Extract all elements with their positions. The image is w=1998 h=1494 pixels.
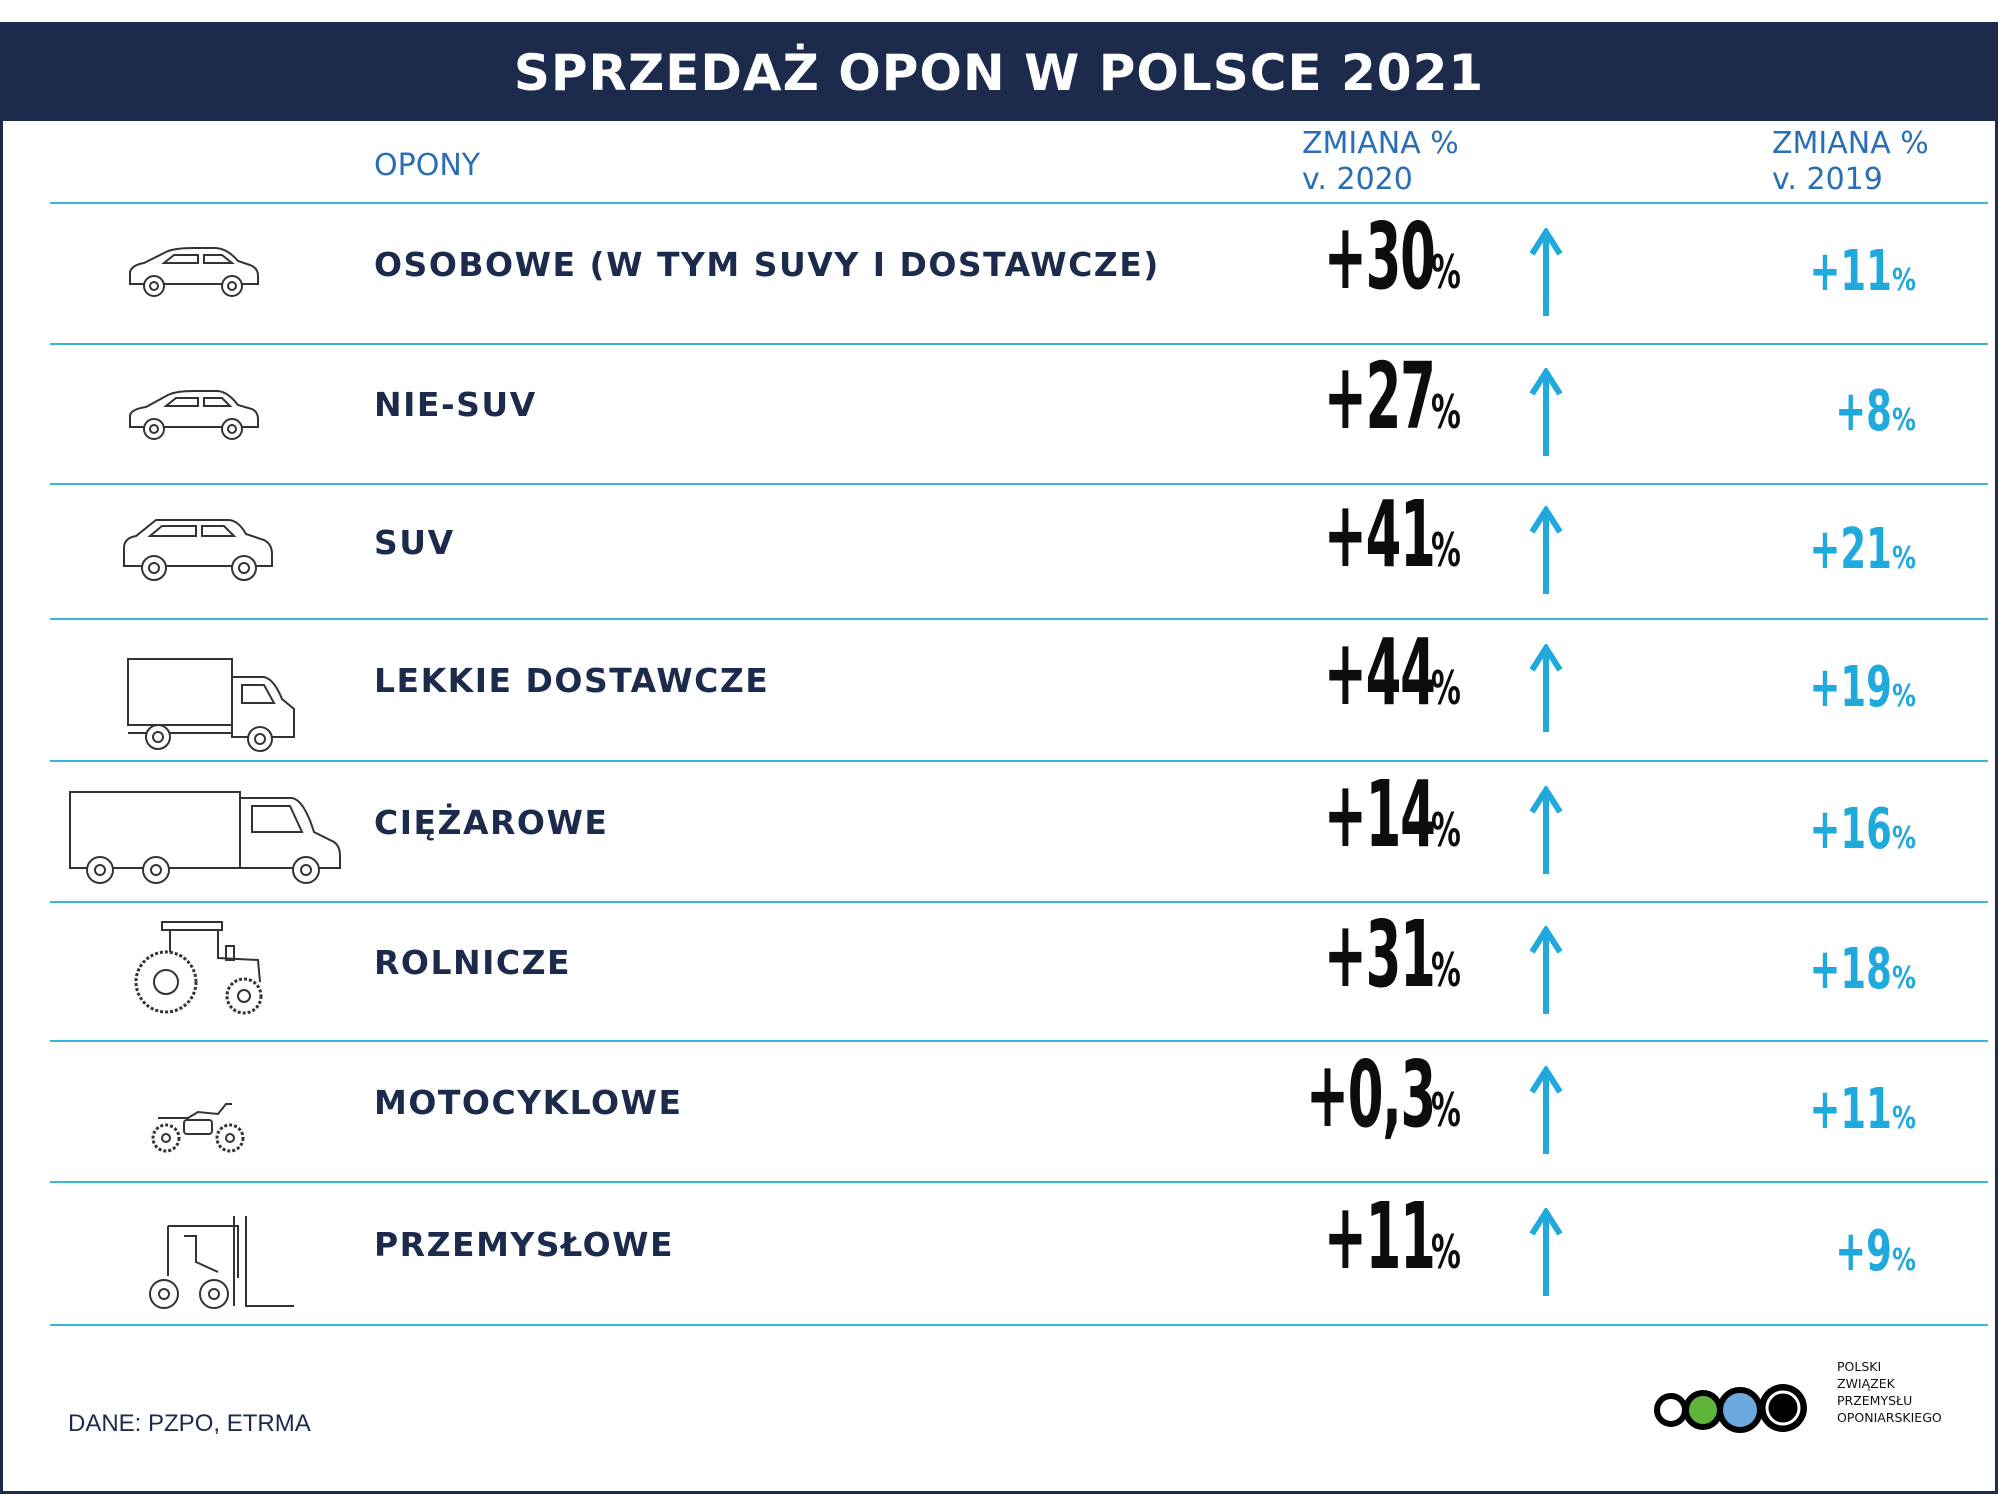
value-vs-2019: +11 % <box>1767 1077 1922 1142</box>
up-arrow-icon <box>1529 785 1563 874</box>
value-vs-2019-percent: % <box>1891 1100 1916 1136</box>
value-vs-2020-number: +27 <box>1323 343 1436 450</box>
divider-line <box>50 1040 1988 1042</box>
value-vs-2020: +11% <box>1256 1183 1472 1290</box>
value-vs-2019-percent: % <box>1891 820 1916 856</box>
value-vs-2020-number: +30 <box>1323 202 1436 310</box>
suv-icon <box>123 519 273 581</box>
page-title: SPRZEDAŻ OPON W POLSCE 2021 <box>3 25 1995 121</box>
divider-line <box>50 1181 1988 1183</box>
column-header-tyres: OPONY <box>374 148 481 183</box>
value-vs-2019: +8 % <box>1806 379 1922 444</box>
value-vs-2020-percent: % <box>1430 385 1461 439</box>
value-vs-2019: +9 % <box>1806 1219 1922 1284</box>
up-arrow-icon <box>1529 505 1563 594</box>
logo-line-2: ZWIĄZEK <box>1837 1376 1895 1391</box>
value-vs-2019-number: +9 <box>1835 1218 1892 1284</box>
pzpo-logo <box>1654 1384 1807 1433</box>
value-vs-2020: +14% <box>1256 761 1472 868</box>
value-vs-2019-percent: % <box>1891 960 1916 996</box>
divider-line <box>50 901 1988 903</box>
car-icon <box>129 247 259 297</box>
value-vs-2020-percent: % <box>1430 1082 1461 1137</box>
divider-line <box>50 1324 1988 1326</box>
hatchback-icon <box>129 390 259 440</box>
value-vs-2020-number: +44 <box>1323 619 1436 726</box>
truck-icon <box>69 791 341 884</box>
up-arrow-icon <box>1529 925 1563 1014</box>
logo-text: POLSKI ZWIĄZEK PRZEMYSŁU OPONIARSKIEGO <box>1837 1358 1942 1426</box>
row-label: LEKKIE DOSTAWCZE <box>374 661 770 700</box>
column-header-2020: ZMIANA % v. 2020 <box>1302 126 1459 198</box>
forklift-icon <box>149 1216 294 1309</box>
value-vs-2019: +19 % <box>1767 655 1922 720</box>
divider-line <box>50 343 1988 345</box>
column-header-2020-line1: ZMIANA % <box>1302 126 1459 161</box>
source-note: DANE: PZPO, ETRMA <box>68 1410 311 1437</box>
column-header-2019-line1: ZMIANA % <box>1772 126 1929 161</box>
value-vs-2020-number: +0,3 <box>1305 1040 1436 1148</box>
value-vs-2019-percent: % <box>1891 1242 1916 1278</box>
value-vs-2020: +0,3% <box>1227 1041 1472 1148</box>
value-vs-2019: +16 % <box>1767 797 1922 862</box>
row-label: ROLNICZE <box>374 942 572 982</box>
value-vs-2020-percent: % <box>1430 244 1461 299</box>
value-vs-2020: +44% <box>1256 619 1472 726</box>
logo-line-1: POLSKI <box>1837 1359 1882 1374</box>
divider-line <box>50 483 1988 485</box>
value-vs-2019-number: +11 <box>1809 1076 1892 1142</box>
logo-line-3: PRZEMYSŁU <box>1837 1393 1913 1408</box>
up-arrow-icon <box>1529 227 1563 316</box>
up-arrow-icon <box>1529 1207 1563 1296</box>
value-vs-2019-number: +21 <box>1809 516 1892 582</box>
value-vs-2019: +21 % <box>1767 517 1922 582</box>
value-vs-2019-percent: % <box>1891 540 1916 576</box>
value-vs-2020: +27% <box>1256 343 1472 450</box>
column-header-2019: ZMIANA % v. 2019 <box>1772 126 1929 198</box>
value-vs-2019-number: +11 <box>1809 238 1892 304</box>
value-vs-2020-percent: % <box>1430 802 1461 857</box>
divider-line <box>50 618 1988 620</box>
tractor-icon <box>134 921 263 1015</box>
value-vs-2020-percent: % <box>1430 1224 1461 1279</box>
up-arrow-icon <box>1529 368 1563 456</box>
van-icon <box>127 658 295 752</box>
up-arrow-icon <box>1529 1065 1563 1154</box>
up-arrow-icon <box>1529 644 1563 732</box>
value-vs-2019-percent: % <box>1891 679 1916 714</box>
value-vs-2020: +31% <box>1256 901 1472 1008</box>
column-header-2019-line2: v. 2019 <box>1772 162 1883 197</box>
value-vs-2019-number: +18 <box>1809 936 1892 1002</box>
value-vs-2019-number: +16 <box>1809 796 1892 862</box>
row-label: PRZEMYSŁOWE <box>374 1224 675 1264</box>
value-vs-2020: +41% <box>1256 481 1472 588</box>
infographic-frame: SPRZEDAŻ OPON W POLSCE 2021 <box>0 22 1998 1494</box>
value-vs-2020-number: +31 <box>1323 900 1436 1008</box>
value-vs-2019: +18 % <box>1767 937 1922 1002</box>
value-vs-2020-number: +11 <box>1323 1182 1436 1290</box>
row-label: CIĘŻAROWE <box>374 802 609 842</box>
value-vs-2020-percent: % <box>1430 661 1461 715</box>
value-vs-2019-number: +8 <box>1835 379 1892 444</box>
logo-line-4: OPONIARSKIEGO <box>1837 1410 1942 1425</box>
column-header-2020-line2: v. 2020 <box>1302 162 1413 197</box>
value-vs-2019-percent: % <box>1891 262 1916 298</box>
value-vs-2019-percent: % <box>1891 403 1916 438</box>
divider-line <box>50 202 1988 204</box>
motorcycle-icon <box>151 1103 245 1153</box>
row-label: OSOBOWE (W TYM SUVY I DOSTAWCZE) <box>374 244 1160 284</box>
divider-line <box>50 760 1988 762</box>
value-vs-2020-percent: % <box>1430 522 1461 577</box>
row-label: SUV <box>374 522 455 562</box>
value-vs-2020-number: +14 <box>1323 760 1436 868</box>
value-vs-2020-number: +41 <box>1323 480 1436 588</box>
value-vs-2019-number: +19 <box>1809 655 1892 720</box>
value-vs-2020: +30% <box>1256 203 1472 310</box>
row-label: MOTOCYKLOWE <box>374 1082 683 1122</box>
value-vs-2019: +11 % <box>1767 239 1922 304</box>
row-label: NIE-SUV <box>374 385 537 424</box>
value-vs-2020-percent: % <box>1430 942 1461 997</box>
